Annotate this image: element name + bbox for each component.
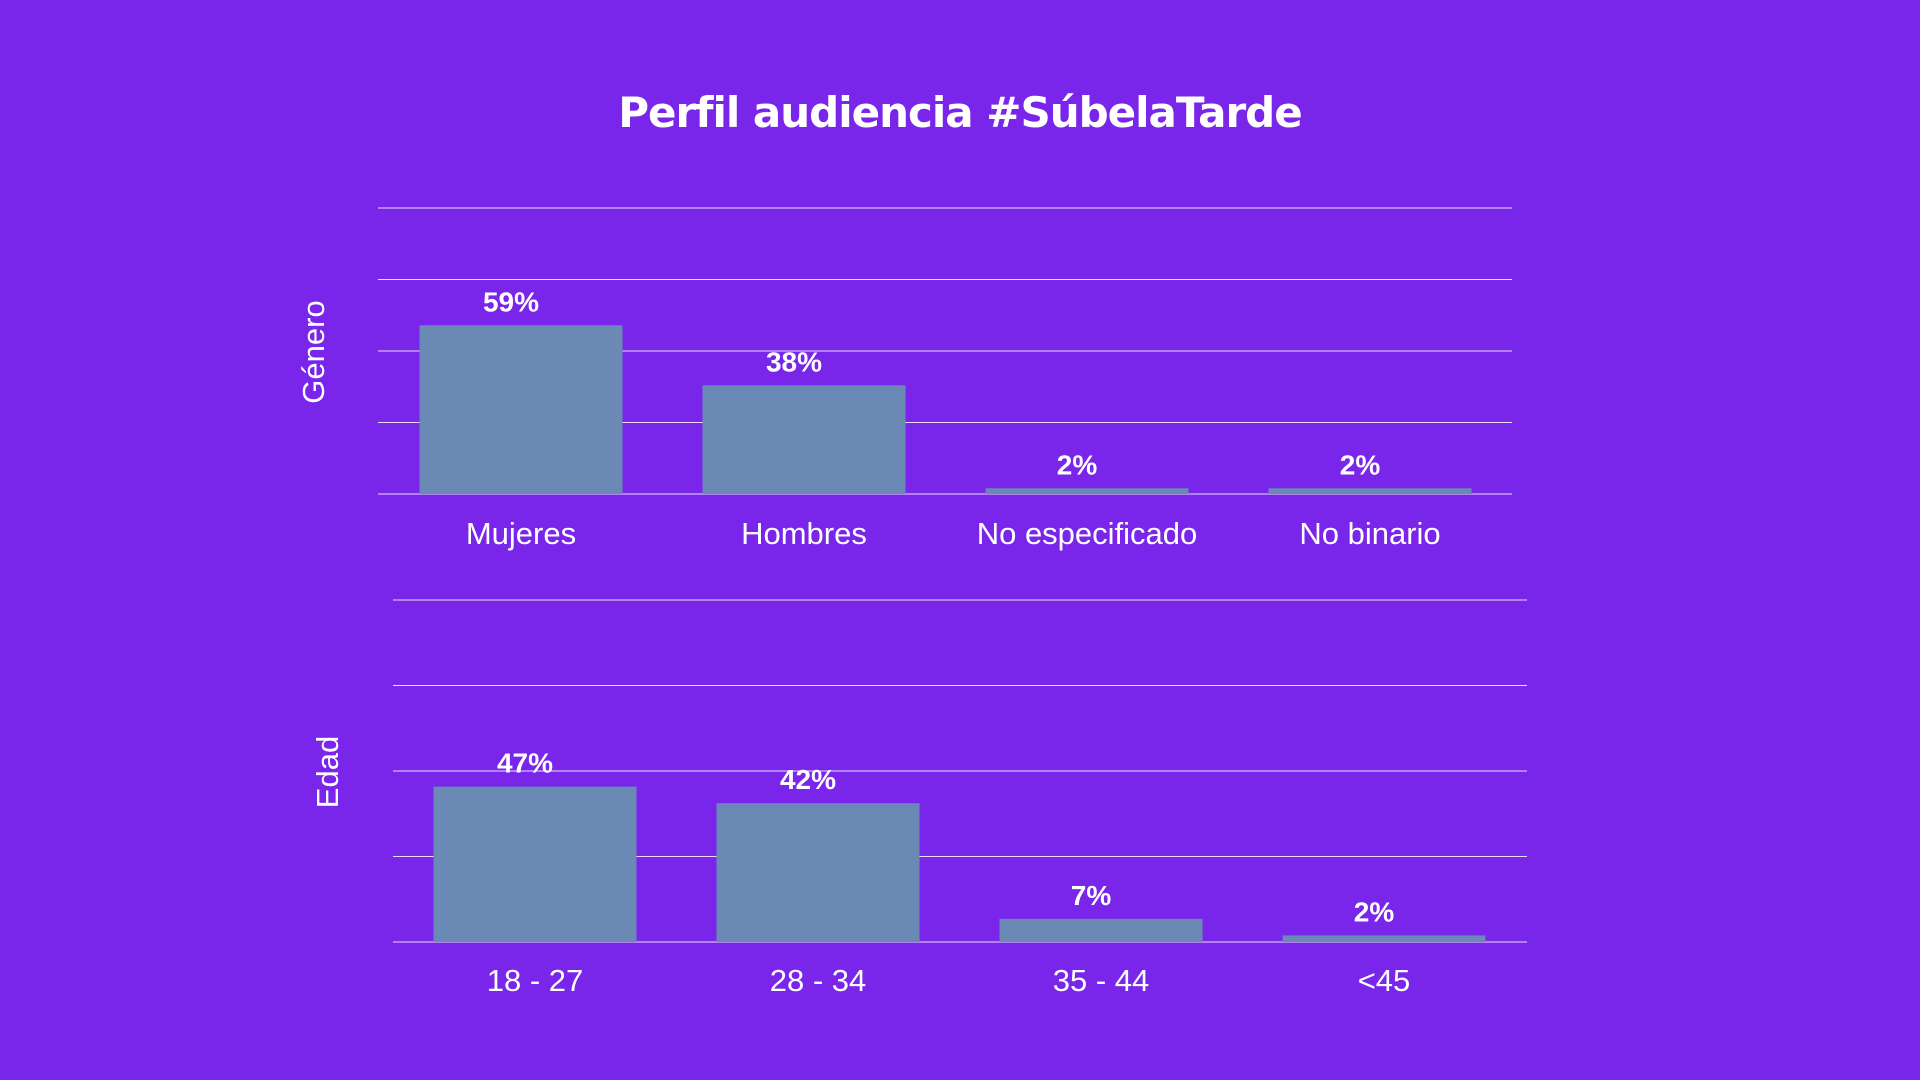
chart-title: Perfil audiencia #SúbelaTarde — [618, 88, 1302, 137]
y-axis-label: Género — [296, 300, 331, 403]
bar — [985, 488, 1189, 494]
category-label: No binario — [1299, 516, 1440, 551]
value-label: 2% — [1354, 896, 1395, 927]
value-label: 7% — [1071, 880, 1112, 911]
bar-chart-2: Edad 47% 18 - 27 42% 28 - 34 7% 35 - 44 2% <45 — [310, 599, 1527, 998]
value-label: 38% — [766, 346, 822, 377]
bar — [702, 385, 906, 494]
category-label: 35 - 44 — [1053, 963, 1150, 998]
category-label: Hombres — [741, 516, 867, 551]
bar — [433, 786, 637, 942]
value-label: 2% — [1340, 449, 1381, 480]
category-label: 28 - 34 — [770, 963, 867, 998]
bar — [1268, 488, 1472, 494]
bar — [716, 803, 920, 942]
bar — [1282, 935, 1486, 942]
value-label: 42% — [780, 764, 836, 795]
category-label: No especificado — [977, 516, 1198, 551]
bar — [419, 325, 623, 494]
value-label: 47% — [497, 748, 553, 779]
value-label: 2% — [1057, 449, 1098, 480]
category-label: Mujeres — [466, 516, 576, 551]
category-label: <45 — [1358, 963, 1411, 998]
value-label: 59% — [483, 286, 539, 317]
category-label: 18 - 27 — [487, 963, 584, 998]
y-axis-label: Edad — [310, 736, 345, 808]
bar-chart-1: Género 59% Mujeres 38% Hombres 2% No especific… — [296, 207, 1512, 551]
bar — [999, 918, 1203, 942]
